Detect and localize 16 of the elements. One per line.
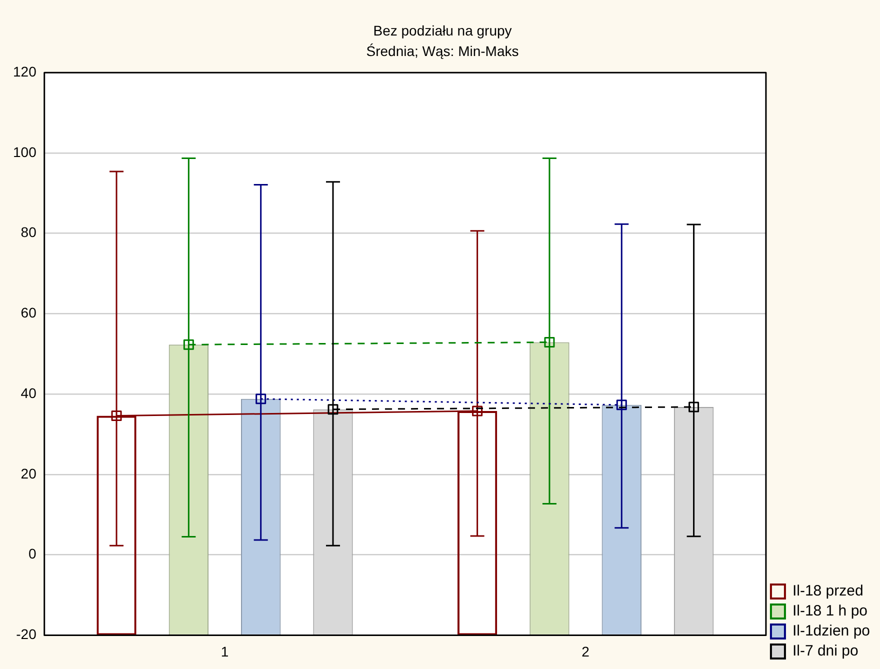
y-tick-label: 80 — [20, 224, 37, 240]
y-tick-label: 60 — [20, 304, 37, 321]
y-tick-label: 120 — [13, 63, 37, 80]
chart-title: Bez podziału na grupy — [373, 22, 512, 38]
legend-label: Il-18 przed — [792, 582, 864, 600]
y-tick-label: -20 — [16, 626, 37, 642]
x-tick-label: 2 — [582, 643, 590, 660]
legend-label: Il-7 dni po — [792, 642, 858, 660]
y-tick-label: 100 — [13, 144, 37, 160]
legend-label: Il-18 1 h po — [792, 602, 868, 620]
x-tick-label: 1 — [220, 643, 229, 660]
y-tick-label: 0 — [28, 546, 37, 562]
legend-label: Il-1dzien po — [792, 622, 870, 640]
y-tick-label: 20 — [20, 465, 37, 482]
y-tick-label: 40 — [20, 384, 37, 401]
chart-subtitle: Średnia; Wąs: Min-Maks — [366, 43, 519, 60]
